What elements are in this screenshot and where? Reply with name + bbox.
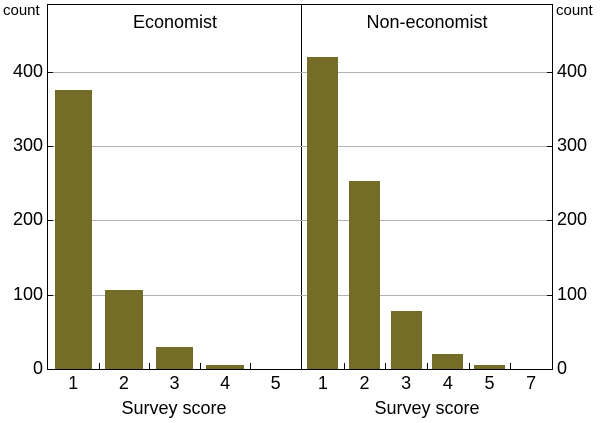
x-tick-label-economist-2: 2 xyxy=(118,373,129,393)
bar-non-economist-score-4 xyxy=(432,354,464,369)
y-tick-label-left-300: 300 xyxy=(12,135,43,156)
x-boundary-tick xyxy=(199,363,201,369)
y-tick-left-100 xyxy=(48,294,53,296)
y-tick-left-200 xyxy=(48,220,53,222)
x-boundary-tick xyxy=(343,363,345,369)
x-tick-label-non-economist-5: 5 xyxy=(484,373,495,393)
bar-economist-score-3 xyxy=(155,346,194,369)
y-tick-label-right-0: 0 xyxy=(557,358,568,378)
bar-non-economist-score-5 xyxy=(474,365,505,369)
x-boundary-tick xyxy=(149,363,151,369)
y-tick-left-400 xyxy=(48,71,53,73)
y-tick-right-300 xyxy=(547,146,552,148)
plot-area: Economist Non-economist xyxy=(47,4,553,370)
y-tick-label-right-300: 300 xyxy=(557,135,588,156)
bar-non-economist-score-2 xyxy=(349,181,380,369)
panel-title-non-economist: Non-economist xyxy=(366,12,488,32)
gridline-300 xyxy=(48,146,552,148)
x-axis-title-non-economist: Survey score xyxy=(374,398,480,418)
gridline-100 xyxy=(48,294,552,296)
panel-divider xyxy=(301,5,302,369)
y-axis-unit-right: count xyxy=(556,2,593,19)
x-tick-label-non-economist-4: 4 xyxy=(442,373,453,393)
y-tick-label-right-200: 200 xyxy=(557,209,588,230)
y-tick-label-right-400: 400 xyxy=(557,60,588,81)
x-boundary-tick xyxy=(427,363,428,369)
x-tick-label-non-economist-7: 7 xyxy=(526,373,537,393)
y-tick-right-400 xyxy=(547,71,552,73)
x-boundary-tick xyxy=(510,363,512,369)
x-boundary-tick xyxy=(385,363,387,369)
x-tick-label-non-economist-3: 3 xyxy=(401,373,412,393)
y-tick-label-right-100: 100 xyxy=(557,283,588,304)
gridline-200 xyxy=(48,220,552,222)
gridline-400 xyxy=(48,71,552,73)
x-axis-title-economist: Survey score xyxy=(121,398,227,418)
x-tick-label-economist-1: 1 xyxy=(68,373,79,393)
x-tick-label-economist-5: 5 xyxy=(270,373,281,393)
y-tick-label-left-200: 200 xyxy=(12,209,43,230)
x-tick-label-economist-3: 3 xyxy=(169,373,180,393)
x-tick-label-economist-4: 4 xyxy=(220,373,231,393)
x-tick-label-non-economist-2: 2 xyxy=(359,373,370,393)
y-tick-label-left-100: 100 xyxy=(12,283,43,304)
y-axis-unit-left: count xyxy=(3,2,40,19)
bar-non-economist-score-1 xyxy=(307,57,339,369)
bar-economist-score-1 xyxy=(54,90,92,369)
x-boundary-tick xyxy=(98,363,100,369)
panel-title-economist: Economist xyxy=(132,12,218,32)
x-tick-label-non-economist-1: 1 xyxy=(317,373,328,393)
x-boundary-tick xyxy=(468,363,470,369)
y-tick-right-200 xyxy=(547,220,552,222)
y-tick-label-left-400: 400 xyxy=(12,60,43,81)
bar-non-economist-score-3 xyxy=(390,311,422,369)
y-tick-right-100 xyxy=(547,294,552,296)
x-boundary-tick xyxy=(250,363,252,369)
y-tick-left-300 xyxy=(48,146,53,148)
bar-economist-score-2 xyxy=(105,289,143,369)
bar-economist-score-4 xyxy=(206,365,244,369)
y-tick-label-left-0: 0 xyxy=(32,358,43,378)
